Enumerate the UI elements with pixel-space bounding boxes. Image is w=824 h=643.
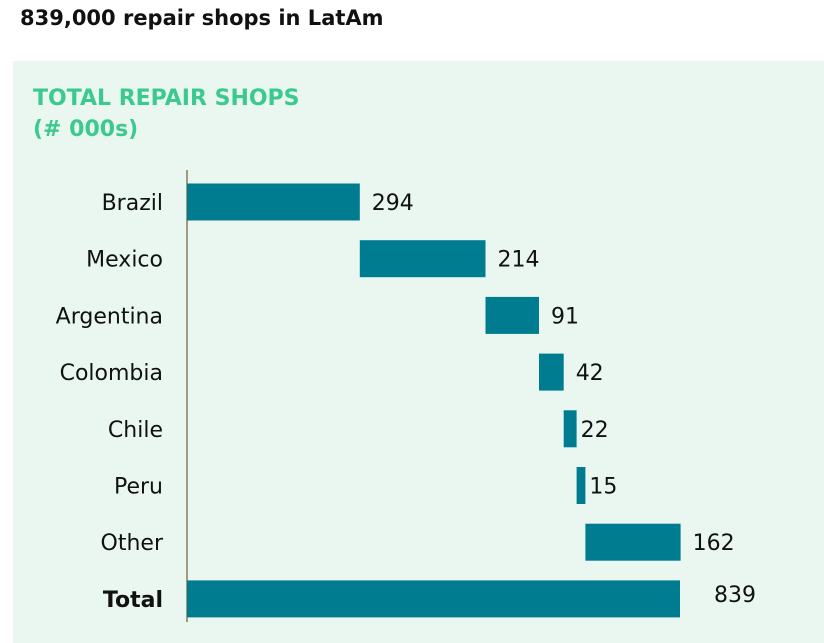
bar-peru <box>576 467 586 504</box>
bar-mexico <box>359 240 486 278</box>
chart-subtitle: (# 000s) <box>33 117 139 142</box>
value-label-brazil: 294 <box>372 191 414 216</box>
bar-other <box>585 523 681 561</box>
chart-title-block: TOTAL REPAIR SHOPS (# 000s) <box>33 83 300 145</box>
category-label-total: Total <box>103 588 163 613</box>
value-label-colombia: 42 <box>576 361 604 386</box>
value-label-peru: 15 <box>589 475 617 500</box>
category-label-brazil: Brazil <box>102 191 163 216</box>
bar-chile <box>563 410 577 448</box>
page-headline: 839,000 repair shops in LatAm <box>20 6 384 30</box>
value-label-total: 839 <box>714 583 756 608</box>
category-label-colombia: Colombia <box>60 361 163 386</box>
category-label-mexico: Mexico <box>86 248 163 273</box>
value-label-mexico: 214 <box>498 248 540 273</box>
bar-argentina <box>485 296 539 334</box>
chart-title: TOTAL REPAIR SHOPS <box>33 86 300 111</box>
category-label-other: Other <box>101 531 164 556</box>
chart-panel <box>13 61 824 643</box>
bar-colombia <box>539 353 564 391</box>
bar-brazil <box>187 183 360 221</box>
value-label-argentina: 91 <box>551 304 579 329</box>
value-label-chile: 22 <box>581 418 609 443</box>
category-label-argentina: Argentina <box>56 304 163 329</box>
category-label-chile: Chile <box>108 418 163 443</box>
bar-total <box>187 580 680 618</box>
value-label-other: 162 <box>693 531 735 556</box>
category-label-peru: Peru <box>114 475 163 500</box>
